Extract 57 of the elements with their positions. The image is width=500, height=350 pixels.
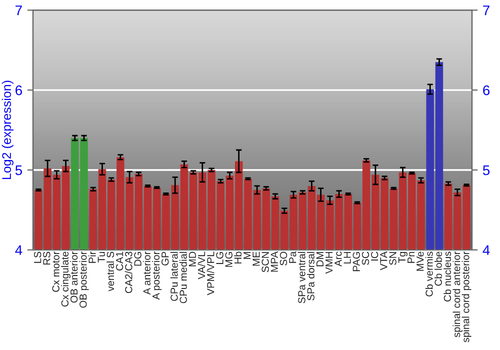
x-tick-label: SPa dorsal xyxy=(306,252,314,300)
y2-tick-label: 7 xyxy=(483,6,490,16)
x-tick-label: OB anterior xyxy=(70,251,78,303)
x-tick-label: SO xyxy=(280,252,288,266)
x-tick-label: MD xyxy=(188,252,196,266)
x-tick-label: spinal cord posterior xyxy=(462,251,472,342)
y2-tick-label: 4 xyxy=(482,245,490,255)
x-tick-label: MPA xyxy=(270,251,278,272)
x-tick-label: CPu medial xyxy=(179,252,187,304)
x-tick-label: Cx motor xyxy=(52,251,60,292)
x-tick-label: CPu lateral xyxy=(170,252,178,301)
x-tick-label: Pa xyxy=(289,251,296,263)
x-tick-label: SN xyxy=(389,252,396,265)
x-tick-label: LS xyxy=(34,252,42,263)
x-tick-label: Cb vermis xyxy=(425,252,433,296)
x-tick-label: M xyxy=(244,252,251,259)
x-tick-label: LG xyxy=(216,252,224,264)
y-tick-label: 5 xyxy=(15,165,22,176)
y-axis-title: Log2 (expression) xyxy=(2,80,14,180)
x-tick-label: VPM/VPL xyxy=(206,252,214,296)
x-tick-label: Pir xyxy=(88,251,96,263)
x-tick-label: Tu xyxy=(98,252,105,263)
x-tick-label: SC xyxy=(362,252,370,265)
x-tick-label: Cx cingulate xyxy=(61,252,71,307)
x-tick-label: VMH xyxy=(326,252,333,274)
x-tick-label: DM xyxy=(316,252,324,266)
x-tick-label: ventral S xyxy=(106,252,114,292)
x-tick-label: MG xyxy=(225,252,232,267)
x-tick-label: Hb xyxy=(234,252,242,264)
y2-tick-label: 6 xyxy=(483,85,490,96)
x-tick-label: VA/VL xyxy=(198,252,206,280)
x-tick-label: IC xyxy=(371,252,378,260)
y-tick-label: 6 xyxy=(16,85,22,96)
x-tick-label: OB posterior xyxy=(79,251,89,308)
x-tick-label: Cb nucleus xyxy=(444,252,452,302)
y-tick-label: 4 xyxy=(15,245,22,255)
x-tick-label: RS xyxy=(43,252,50,265)
x-tick-label: CA2/CA3 xyxy=(124,252,132,294)
x-tick-label: Tg xyxy=(398,252,408,263)
x-tick-label: ME xyxy=(252,252,260,266)
y-tick-label: 7 xyxy=(16,6,22,16)
x-tick-label: LH xyxy=(344,252,351,264)
x-tick-label: PAG xyxy=(352,252,360,272)
x-tick-label: A anterior xyxy=(143,251,150,295)
x-tick-label: A posterior xyxy=(152,251,162,300)
x-tick-label: Cb lobe xyxy=(434,252,442,286)
x-tick-label: MVe xyxy=(416,252,424,271)
x-tick-label: spinal cord anterior xyxy=(452,251,462,338)
x-tick-label: Pn xyxy=(408,252,415,263)
y2-tick-label: 5 xyxy=(482,165,490,176)
x-tick-label: VTA xyxy=(380,251,388,270)
x-tick-label: Arc xyxy=(334,252,342,266)
x-tick-label: GP xyxy=(162,252,169,266)
x-tick-label: SPa ventral xyxy=(298,252,306,304)
x-tick-label: SCN xyxy=(262,252,269,272)
x-tick-label: DG xyxy=(134,252,142,266)
x-tick-label: CA1 xyxy=(116,252,124,270)
